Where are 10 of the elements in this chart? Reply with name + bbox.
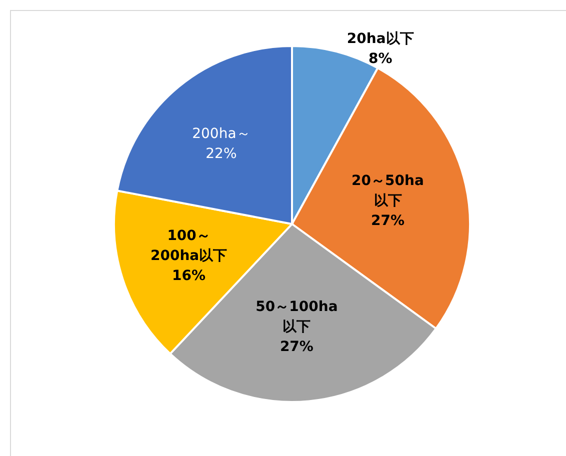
slice-label: 20～50ha以下 bbox=[350, 172, 425, 212]
data-label: 8% bbox=[367, 50, 394, 70]
slice-label: 20ha以下 bbox=[346, 30, 415, 50]
slice-label: 100～200ha以下 bbox=[149, 226, 228, 266]
data-label: 27% bbox=[278, 338, 314, 357]
data-label: 22% bbox=[204, 145, 238, 164]
slice-label: 200ha～ bbox=[191, 125, 252, 144]
slice-label: 50～100ha以下 bbox=[254, 298, 339, 337]
data-label: 16% bbox=[171, 266, 207, 286]
data-label: 27% bbox=[370, 212, 406, 232]
